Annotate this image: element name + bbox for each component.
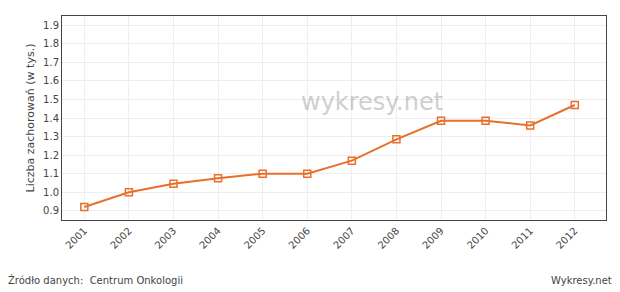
svg-text:2012: 2012 bbox=[554, 225, 580, 251]
svg-text:1.8: 1.8 bbox=[43, 38, 59, 49]
svg-text:1.4: 1.4 bbox=[43, 113, 59, 124]
svg-text:2007: 2007 bbox=[331, 225, 357, 251]
svg-text:1.5: 1.5 bbox=[43, 94, 59, 105]
svg-text:1.0: 1.0 bbox=[43, 187, 59, 198]
svg-text:Wykresy.net: Wykresy.net bbox=[551, 275, 612, 286]
svg-text:1.9: 1.9 bbox=[43, 20, 59, 31]
svg-text:2005: 2005 bbox=[242, 225, 268, 251]
svg-text:1.6: 1.6 bbox=[43, 75, 59, 86]
svg-text:2009: 2009 bbox=[420, 225, 446, 251]
svg-text:2002: 2002 bbox=[108, 225, 134, 251]
svg-text:1.3: 1.3 bbox=[43, 131, 59, 142]
svg-text:2003: 2003 bbox=[153, 225, 179, 251]
svg-text:2004: 2004 bbox=[197, 225, 223, 251]
svg-text:2001: 2001 bbox=[63, 225, 89, 251]
svg-text:wykresy.net: wykresy.net bbox=[301, 88, 443, 116]
svg-text:0.9: 0.9 bbox=[43, 205, 59, 216]
svg-text:Liczba zachorowań (w tys.): Liczba zachorowań (w tys.) bbox=[24, 44, 37, 193]
svg-text:2011: 2011 bbox=[509, 225, 535, 251]
svg-text:2006: 2006 bbox=[286, 225, 312, 251]
svg-text:1.7: 1.7 bbox=[43, 57, 59, 68]
svg-text:Źródło danych: Centrum Onkolo: Źródło danych: Centrum Onkologii bbox=[8, 274, 183, 286]
svg-text:2010: 2010 bbox=[465, 225, 491, 251]
svg-text:2008: 2008 bbox=[376, 225, 402, 251]
svg-text:1.1: 1.1 bbox=[43, 168, 59, 179]
svg-text:1.2: 1.2 bbox=[43, 150, 59, 161]
